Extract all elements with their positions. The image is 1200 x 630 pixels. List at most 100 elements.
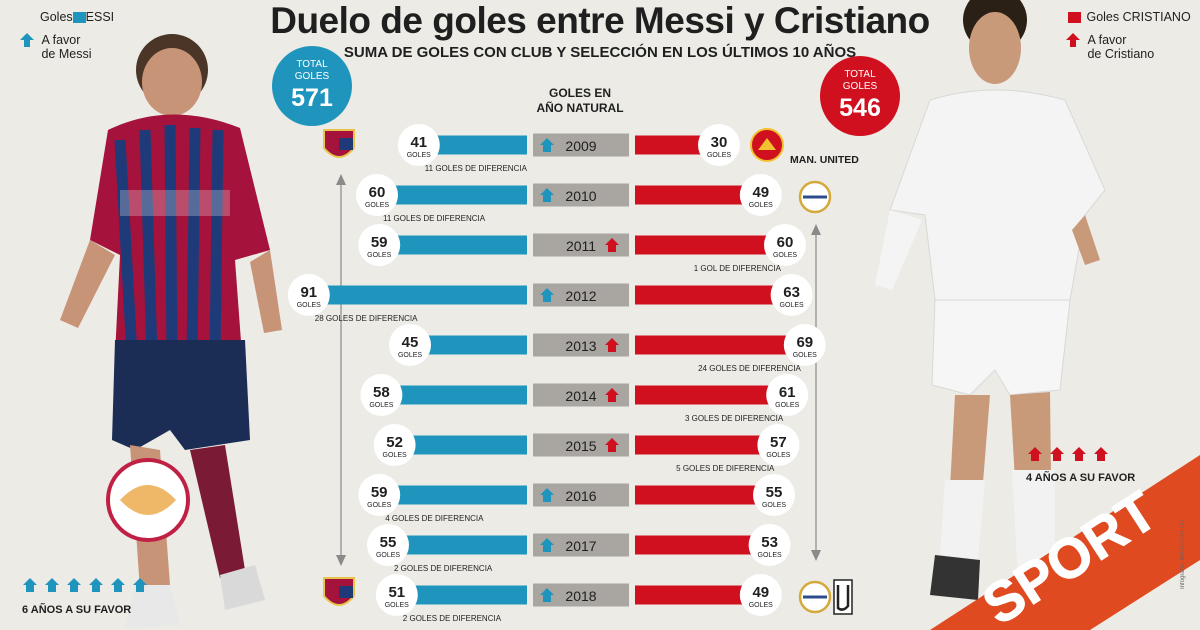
year-box: [533, 433, 629, 457]
messi-bar: [406, 535, 527, 555]
year-label: 2013: [565, 338, 596, 354]
messi-bar: [397, 485, 527, 505]
year-box: [533, 333, 629, 357]
cristiano-swatch: [1068, 12, 1081, 24]
messi-favor-up-arrow-icon: [540, 488, 554, 502]
messi-unit-label: GOLES: [383, 452, 407, 459]
legend-cristiano-label: Goles CRISTIANO: [1086, 10, 1191, 24]
cristiano-player-image: [875, 0, 1106, 630]
legend-cristiano-favor: A favor de Cristiano: [1066, 33, 1154, 61]
year-box: [533, 483, 629, 507]
real-madrid-crest-icon: [798, 180, 832, 214]
cristiano-value-label: 53: [761, 534, 778, 551]
cristiano-unit-label: GOLES: [773, 252, 797, 259]
difference-label: 4 GOLES DE DIFERENCIA: [385, 514, 484, 523]
cristiano-favor-up-arrow-icon: [605, 338, 619, 352]
messi-total-circle: TOTAL GOLES 571: [272, 46, 352, 126]
messi-value-circle: [360, 374, 403, 416]
column-header-line1: GOLES EN: [548, 86, 611, 100]
cristiano-value-label: 63: [783, 284, 800, 301]
year-label: 2012: [565, 288, 596, 304]
messi-value-circle: [358, 224, 401, 266]
chart-title: Duelo de goles entre Messi y Cristiano: [270, 0, 930, 41]
messi-unit-label: GOLES: [376, 552, 400, 559]
year-box: [533, 183, 629, 207]
messi-unit-label: GOLES: [365, 202, 389, 209]
man-united-label: MAN. UNITED: [790, 154, 859, 166]
messi-value-label: 45: [402, 334, 419, 351]
total-label-line2: GOLES: [842, 81, 878, 92]
up-arrow-icon: [1066, 33, 1080, 47]
cristiano-summary-up-arrow-icon: [1028, 447, 1042, 461]
cristiano-favor-up-arrow-icon: [605, 388, 619, 402]
cristiano-value-label: 69: [796, 334, 813, 351]
difference-label: 24 GOLES DE DIFERENCIA: [698, 364, 801, 373]
messi-unit-label: GOLES: [297, 302, 321, 309]
cristiano-timeline-arrow-down-icon: [811, 550, 821, 561]
real-madrid-crest-icon: [798, 580, 832, 614]
messi-bar: [436, 135, 527, 155]
cristiano-unit-label: GOLES: [793, 352, 817, 359]
messi-favor-up-arrow-icon: [540, 138, 554, 152]
messi-value-circle: [373, 424, 416, 466]
messi-bar: [412, 435, 527, 455]
total-label-line1: TOTAL: [296, 59, 328, 70]
legend-cristiano: Goles CRISTIANO: [1066, 10, 1191, 24]
year-label: 2018: [565, 588, 596, 604]
cristiano-bar: [635, 335, 787, 355]
year-label: 2014: [565, 388, 596, 404]
messi-summary-up-arrow-icon: [23, 578, 37, 592]
messi-bar: [395, 185, 527, 205]
legend-cristiano-favor-line1: A favor: [1087, 33, 1127, 47]
cristiano-unit-label: GOLES: [766, 452, 790, 459]
cristiano-favor-up-arrow-icon: [605, 238, 619, 252]
cristiano-value-circle: [739, 174, 782, 216]
messi-bar: [428, 335, 527, 355]
year-label: 2015: [565, 438, 596, 454]
messi-value-circle: [397, 124, 440, 166]
messi-value-label: 58: [373, 384, 390, 401]
messi-favor-up-arrow-icon: [540, 538, 554, 552]
cristiano-value-circle: [766, 374, 809, 416]
difference-label: 3 GOLES DE DIFERENCIA: [685, 414, 784, 423]
cristiano-bar: [635, 435, 761, 455]
messi-summary-up-arrow-icon: [45, 578, 59, 592]
year-box: [533, 583, 629, 607]
cristiano-timeline-arrow-up-icon: [811, 224, 821, 235]
legend-messi-favor-line2: de Messi: [41, 47, 92, 61]
legend-messi-suffix: ESSI: [85, 10, 115, 24]
messi-total-value: 571: [291, 84, 333, 112]
cristiano-bar: [635, 385, 770, 405]
messi-swatch: [72, 12, 86, 24]
messi-summary: 6 AÑOS A SU FAVOR: [22, 604, 132, 616]
difference-label: 1 GOL DE DIFERENCIA: [694, 264, 782, 273]
year-label: 2009: [565, 138, 596, 154]
cristiano-bar: [635, 535, 752, 555]
year-box: [533, 533, 629, 557]
year-label: 2016: [565, 488, 596, 504]
legend-cristiano-favor-line2: de Cristiano: [1087, 47, 1155, 61]
cristiano-value-circle: [748, 524, 791, 566]
cristiano-value-circle: [753, 474, 795, 516]
messi-unit-label: GOLES: [385, 602, 409, 609]
cristiano-unit-label: GOLES: [758, 552, 782, 559]
messi-value-circle: [389, 324, 431, 366]
messi-favor-up-arrow-icon: [540, 288, 554, 302]
messi-value-circle: [356, 174, 398, 216]
column-header: GOLES EN AÑO NATURAL: [520, 86, 640, 116]
cristiano-value-label: 61: [779, 384, 796, 401]
year-label: 2010: [565, 188, 596, 204]
cristiano-bar: [635, 235, 767, 255]
messi-value-circle: [375, 574, 418, 616]
cristiano-value-label: 55: [766, 484, 783, 501]
messi-summary-up-arrow-icon: [67, 578, 81, 592]
legend-messi-favor: A favor de Messi: [20, 33, 92, 61]
difference-label: 5 GOLES DE DIFERENCIA: [676, 464, 775, 473]
messi-value-label: 55: [380, 534, 397, 551]
chart-subtitle: SUMA DE GOLES CON CLUB Y SELECCIÓN EN LO…: [343, 44, 857, 61]
messi-value-label: 91: [300, 284, 317, 301]
